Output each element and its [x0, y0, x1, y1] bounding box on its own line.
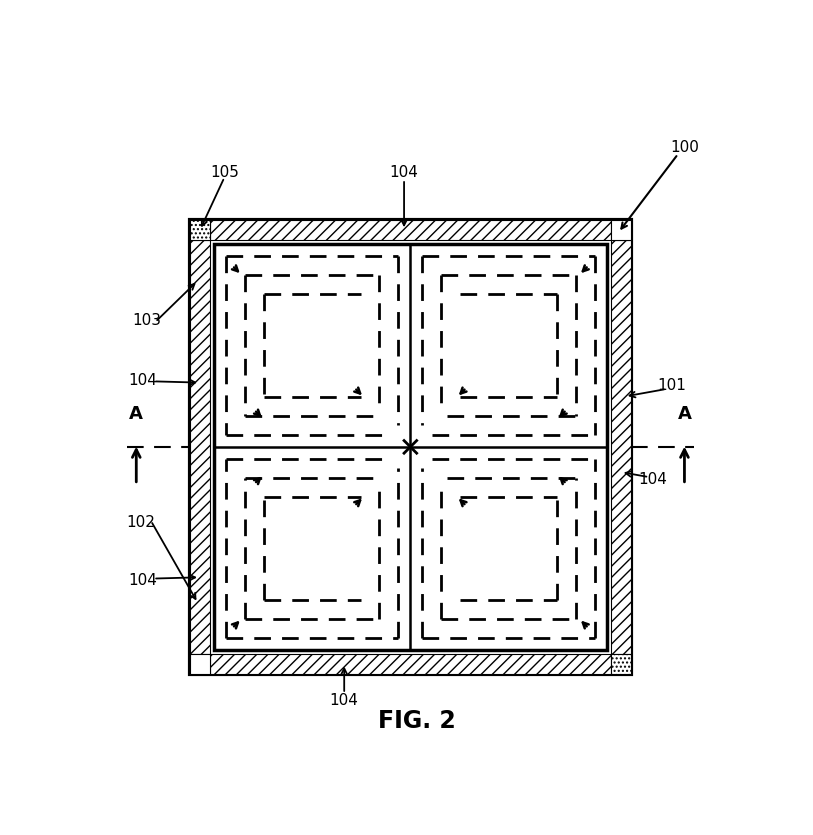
Bar [611, 654, 631, 674]
Bar [189, 220, 631, 674]
Bar [214, 244, 607, 650]
Bar [189, 220, 210, 240]
Text: 104: 104 [128, 573, 157, 588]
Text: 104: 104 [389, 165, 419, 180]
Text: A: A [677, 405, 691, 423]
Text: 100: 100 [670, 140, 699, 155]
Text: 105: 105 [210, 165, 239, 180]
Bar [189, 654, 210, 674]
Bar [189, 240, 210, 654]
Text: 104: 104 [128, 373, 157, 388]
Text: 102: 102 [126, 515, 155, 530]
Bar [210, 220, 611, 240]
Bar [611, 220, 631, 240]
Text: FIG. 2: FIG. 2 [378, 709, 455, 733]
Text: 104: 104 [330, 693, 359, 708]
Bar [611, 240, 631, 654]
Text: 101: 101 [658, 377, 686, 392]
Text: 103: 103 [133, 313, 162, 328]
Text: A: A [129, 405, 143, 423]
Bar [210, 654, 611, 674]
Text: 104: 104 [638, 472, 667, 487]
